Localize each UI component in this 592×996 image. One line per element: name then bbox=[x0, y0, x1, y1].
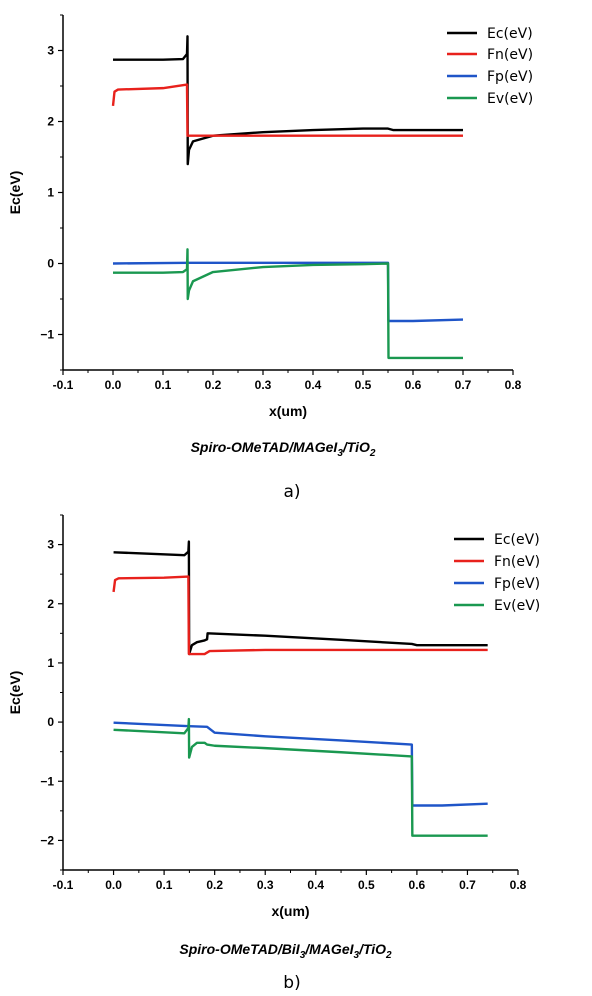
caption-text: Spiro-OMeTAD/BiI bbox=[179, 941, 300, 957]
series-line-fnev bbox=[112, 575, 488, 656]
panel-caption: Spiro-OMeTAD/MAGeI3/TiO2 bbox=[191, 439, 376, 459]
y-tick-label: 0 bbox=[47, 715, 54, 729]
caption-text: /TiO bbox=[358, 941, 386, 957]
x-tick-label: 0.5 bbox=[358, 878, 375, 892]
legend-label: Fn(eV) bbox=[494, 554, 540, 570]
legend-label: Ev(eV) bbox=[494, 598, 540, 614]
series-line-fpev bbox=[113, 721, 488, 807]
caption-subscript: 3 bbox=[300, 950, 306, 961]
y-tick-label: 1 bbox=[47, 186, 54, 200]
caption-subscript: 3 bbox=[337, 448, 343, 459]
x-tick-label: 0.2 bbox=[205, 378, 222, 392]
x-tick-label: 0.0 bbox=[105, 878, 122, 892]
caption-text: /TiO bbox=[342, 439, 370, 455]
legend-label: Fp(eV) bbox=[494, 576, 540, 592]
x-tick-label: 0.6 bbox=[405, 378, 422, 392]
x-tick-label: 0.0 bbox=[105, 378, 122, 392]
legend-label: Ev(eV) bbox=[487, 91, 533, 107]
y-tick-label: 3 bbox=[47, 44, 54, 58]
legend: Ec(eV) Fn(eV) Fp(eV) Ev(eV) bbox=[447, 26, 533, 107]
x-tick-label: 0.3 bbox=[255, 378, 272, 392]
panel-label: b) bbox=[283, 973, 300, 993]
y-axis-label: Ec(eV) bbox=[7, 171, 23, 215]
y-tick-label: −1 bbox=[40, 774, 54, 788]
y-tick-label: 2 bbox=[47, 115, 54, 129]
x-tick-label: 0.6 bbox=[409, 878, 426, 892]
x-tick-label: -0.1 bbox=[53, 378, 74, 392]
series-line-ecev bbox=[113, 540, 488, 656]
panel-caption: Spiro-OMeTAD/BiI3/MAGeI3/TiO2 bbox=[179, 941, 392, 961]
y-tick-label: 0 bbox=[47, 257, 54, 271]
y-tick-label: −1 bbox=[40, 328, 54, 342]
x-axis-label: x(um) bbox=[269, 403, 307, 419]
caption-subscript: 3 bbox=[354, 950, 360, 961]
series-line-ecev bbox=[113, 35, 463, 166]
series-line-evev bbox=[113, 717, 488, 837]
x-tick-label: 0.5 bbox=[355, 378, 372, 392]
panel-a: -0.1 0.0 0.1 0.2 0.3 0.4 0.5 0.6 0.7 0.8 −1 0 1 2 3 x(u… bbox=[7, 14, 533, 502]
x-axis-label: x(um) bbox=[271, 903, 309, 919]
y-tick-label: 3 bbox=[47, 538, 54, 552]
x-tick-label: 0.2 bbox=[206, 878, 223, 892]
panel-b: -0.1 0.0 0.1 0.2 0.3 0.4 0.5 0.6 0.7 0.8 −2 −1 0 1 2 3 x… bbox=[7, 514, 540, 993]
legend-label: Ec(eV) bbox=[494, 532, 540, 548]
legend-label: Ec(eV) bbox=[487, 26, 533, 42]
series-line-evev bbox=[113, 248, 463, 360]
x-tick-label: 0.8 bbox=[510, 878, 527, 892]
x-tick-label: 0.8 bbox=[505, 378, 522, 392]
y-axis-label: Ec(eV) bbox=[7, 671, 23, 715]
caption-text: /MAGeI bbox=[304, 941, 354, 957]
x-tick-label: 0.4 bbox=[305, 378, 322, 392]
series-line-fnev bbox=[111, 83, 463, 137]
x-tick-label: 0.1 bbox=[156, 878, 173, 892]
legend-label: Fp(eV) bbox=[487, 69, 533, 85]
legend: Ec(eV) Fn(eV) Fp(eV) Ev(eV) bbox=[454, 532, 540, 614]
caption-subscript: 2 bbox=[385, 950, 392, 961]
y-tick-label: 1 bbox=[47, 656, 54, 670]
panel-label: a) bbox=[283, 482, 300, 502]
caption-subscript: 2 bbox=[369, 448, 376, 459]
y-tick-label: 2 bbox=[47, 597, 54, 611]
x-tick-label: 0.1 bbox=[155, 378, 172, 392]
legend-label: Fn(eV) bbox=[487, 47, 533, 63]
x-tick-label: 0.3 bbox=[257, 878, 274, 892]
y-tick-label: −2 bbox=[40, 833, 54, 847]
x-tick-label: -0.1 bbox=[53, 878, 74, 892]
caption-text: Spiro-OMeTAD/MAGeI bbox=[191, 439, 339, 455]
x-tick-label: 0.7 bbox=[459, 878, 476, 892]
x-tick-label: 0.7 bbox=[455, 378, 472, 392]
x-tick-label: 0.4 bbox=[307, 878, 324, 892]
